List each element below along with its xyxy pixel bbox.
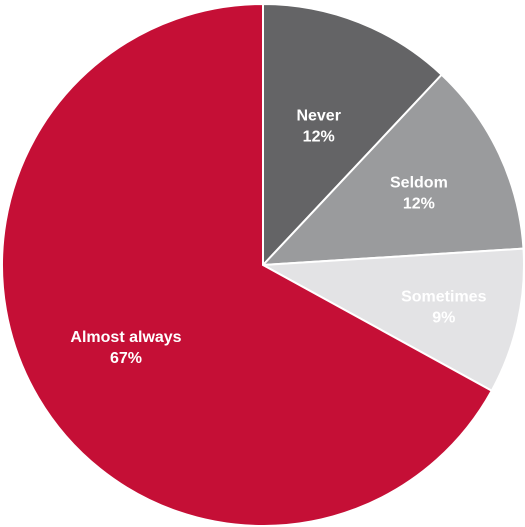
slice-label-almost-always: Almost always 67% [70,329,181,367]
slice-value-sometimes: 9% [432,309,455,326]
pie-labels: Never 12% Seldom 12% Sometimes 9% Almost alway… [70,107,486,367]
slice-value-seldom: 12% [403,196,435,213]
slice-name-seldom: Seldom [390,175,448,192]
slice-name-almost-always: Almost always [70,329,181,346]
slice-label-never: Never 12% [296,107,340,145]
slice-name-never: Never [296,107,340,124]
slice-value-never: 12% [303,128,335,145]
slice-label-seldom: Seldom 12% [390,175,448,213]
slice-name-sometimes: Sometimes [401,288,486,305]
pie-slice-almost-always [1,2,494,527]
slice-value-almost-always: 67% [110,350,142,367]
pie-slice-sometimes [259,247,525,393]
slice-label-sometimes: Sometimes 9% [401,288,486,326]
pie-slice-seldom [260,73,525,267]
pie-slice-never [262,2,444,268]
